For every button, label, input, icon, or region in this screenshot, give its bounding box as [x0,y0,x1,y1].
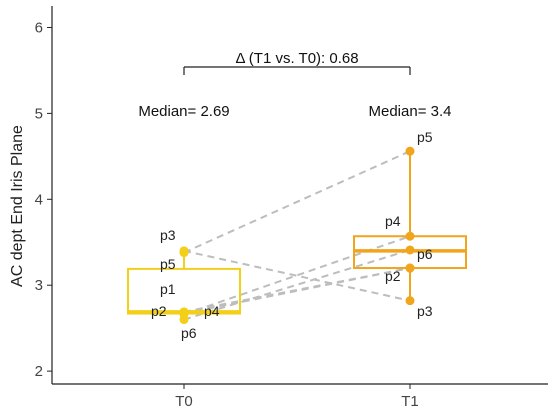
point-label-t0-p1: p1 [160,281,176,297]
y-tick-label: 5 [35,105,43,122]
point-label-t1-p4: p4 [385,213,401,229]
y-tick-label: 6 [35,19,43,36]
point-label-t0-p2: p2 [151,303,167,319]
point-label-t0-p3: p3 [160,227,176,243]
comparison-label: Δ (T1 vs. T0): 0.68 [235,50,358,67]
point-label-t0-p5: p5 [160,256,176,272]
paired-line-p1 [183,267,411,313]
point-p5-t1 [405,146,415,156]
point-p5-t0 [179,248,189,258]
axes [51,6,548,385]
paired-lines [183,150,411,321]
point-p2-t1 [405,263,415,273]
y-ticks: 2 3 4 5 6 [35,19,52,380]
y-tick-label: 4 [35,191,43,208]
points [179,146,415,325]
paired-line-p6 [183,249,411,321]
point-label-t0-p4: p4 [204,303,220,319]
paired-line-p4 [183,235,411,316]
point-p4-t1 [405,231,415,241]
y-tick-label: 3 [35,277,43,294]
x-ticks: T0 T1 [175,384,419,410]
x-tick-label: T1 [401,393,419,410]
point-p6-t1 [405,245,415,255]
point-label-t1-p5: p5 [417,129,433,145]
point-p3-t1 [405,296,415,306]
comparison-bracket [183,66,411,75]
paired-line-p5 [183,150,411,254]
point-label-t1-p6: p6 [417,246,433,262]
paired-line-p3 [183,249,411,302]
point-label-t1-p3: p3 [417,303,433,319]
point-label-t1-p2: p2 [385,268,401,284]
paired-line-p2 [183,267,411,315]
y-axis-title: AC dept End Iris Plane [9,125,26,287]
point-p6-t0 [179,315,189,325]
point-label-t0-p6: p6 [181,325,197,341]
point-labels: p3 p5 p1 p2 p4 p6 p5 p4 p6 p2 p3 [151,129,433,341]
y-tick-label: 2 [35,363,43,380]
boxes [127,151,467,320]
x-tick-label: T0 [175,393,193,410]
median-label-t0: Median= 2.69 [138,103,229,120]
median-label-t1: Median= 3.4 [369,103,452,120]
